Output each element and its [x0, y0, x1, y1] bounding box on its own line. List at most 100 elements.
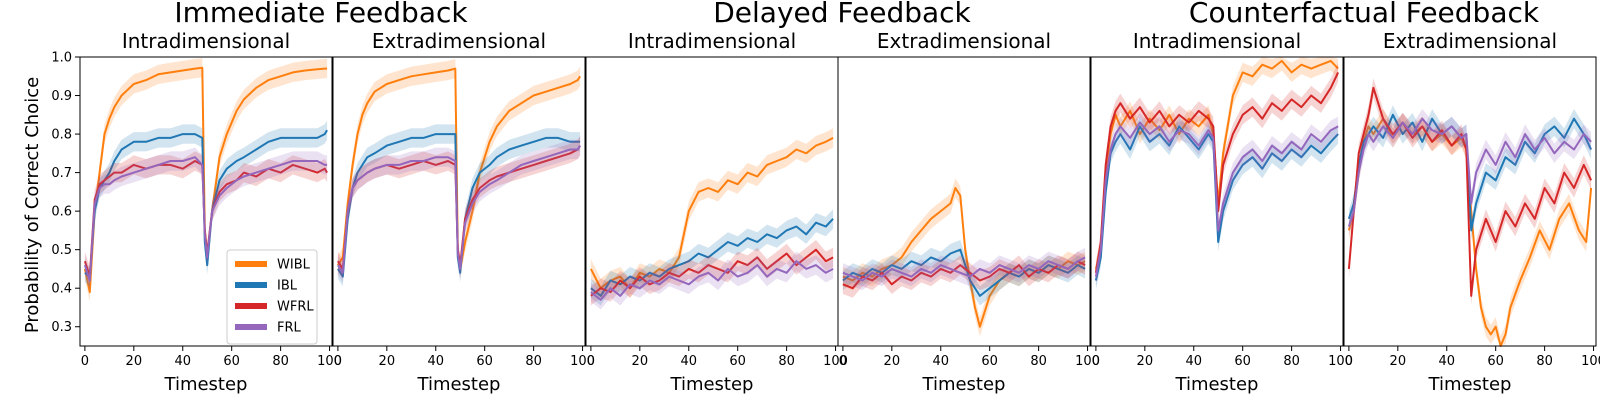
x-tick-label: 100 — [317, 354, 342, 369]
x-tick-label: 60 — [729, 354, 746, 369]
panel-title: Intradimensional — [122, 29, 290, 53]
x-tick-label: 20 — [126, 354, 143, 369]
series-line-IBL — [842, 248, 1086, 297]
x-tick-label: 0 — [839, 354, 847, 369]
x-tick-label: 80 — [272, 354, 289, 369]
x-tick-label: 20 — [632, 354, 649, 369]
series-band-WFRL — [337, 136, 581, 279]
x-tick-label: 20 — [884, 354, 901, 369]
group-title-delayed: Delayed Feedback — [713, 0, 971, 29]
x-tick-label: 0 — [334, 354, 342, 369]
x-tick-label: 100 — [1581, 354, 1600, 369]
x-axis-label: Timestep — [1428, 374, 1512, 395]
x-axis-label: Timestep — [922, 374, 1006, 395]
x-tick-label: 60 — [223, 354, 240, 369]
panel-frame — [837, 56, 1091, 347]
x-axis-label: Timestep — [417, 374, 501, 395]
series-band-FRL — [1348, 109, 1592, 237]
x-tick-label: 20 — [1390, 354, 1407, 369]
legend-label-WIBL: WIBL — [277, 258, 311, 273]
series-line-FRL — [1094, 121, 1339, 277]
x-tick-label: 20 — [379, 354, 396, 369]
x-axis-label: Timestep — [1175, 374, 1259, 395]
series-band-IBL — [337, 124, 581, 287]
y-tick-label: 0.9 — [51, 89, 72, 104]
y-tick-label: 0.7 — [51, 166, 72, 181]
series-line-FRL — [83, 156, 328, 282]
x-tick-label: 40 — [932, 354, 949, 369]
panel-1: Extradimensional 0 20 40 60 80 100 Timestep — [332, 29, 595, 395]
series-band-WIBL — [1095, 57, 1339, 279]
panel-frame — [1343, 56, 1597, 347]
y-axis-label: Probability of Correct Choice — [22, 77, 43, 333]
x-tick-label: 40 — [427, 354, 444, 369]
series-line-IBL — [590, 218, 834, 297]
series-line-FRL — [337, 145, 581, 274]
panel-title: Extradimensional — [877, 29, 1051, 53]
y-tick-label: 0.8 — [51, 128, 72, 143]
panel-4: Intradimensional 0 20 40 60 80 100 Timestep — [1090, 29, 1353, 395]
series-band-WIBL — [337, 58, 581, 279]
panel-frame — [585, 56, 839, 347]
series-band-WFRL — [84, 151, 328, 287]
panels: Intradimensional 0 20 40 60 80 100 Timestep 0.3 0… — [51, 29, 1600, 395]
series-line-WIBL — [1347, 117, 1593, 347]
series-line-WFRL — [1347, 86, 1593, 297]
x-tick-label: 0 — [81, 354, 89, 369]
x-axis-label: Timestep — [164, 374, 248, 395]
series-line-IBL — [1094, 125, 1339, 281]
series-band-WFRL — [1348, 78, 1592, 306]
y-tick-label: 0.4 — [51, 282, 72, 297]
x-tick-label: 60 — [1234, 354, 1251, 369]
x-tick-label: 40 — [680, 354, 697, 369]
x-tick-label: 20 — [1137, 354, 1154, 369]
x-axis-label: Timestep — [670, 374, 754, 395]
x-tick-label: 0 — [587, 354, 595, 369]
panel-frame — [79, 56, 333, 347]
x-tick-label: 40 — [1438, 354, 1455, 369]
x-tick-label: 60 — [1487, 354, 1504, 369]
group-title-immediate: Immediate Feedback — [174, 0, 468, 29]
panel-5: Extradimensional 0 20 40 60 80 100 Timestep — [1343, 29, 1600, 395]
x-tick-label: 0 — [1345, 354, 1353, 369]
series-band-FRL — [337, 136, 581, 283]
panel-title: Intradimensional — [628, 29, 796, 53]
x-tick-label: 100 — [1328, 354, 1353, 369]
group-titles: Immediate Feedback Delayed Feedback Coun… — [174, 0, 1539, 29]
x-tick-label: 80 — [1536, 354, 1553, 369]
x-tick-label: 80 — [1030, 354, 1047, 369]
panel-title: Intradimensional — [1133, 29, 1301, 53]
y-tick-label: 1.0 — [51, 51, 72, 66]
x-tick-label: 80 — [778, 354, 795, 369]
legend: WIBL IBL WFRL FRL — [226, 249, 318, 345]
x-tick-label: 80 — [525, 354, 542, 369]
panel-title: Extradimensional — [372, 29, 546, 53]
group-title-counterfactual: Counterfactual Feedback — [1189, 0, 1540, 29]
panel-frame — [332, 56, 586, 347]
series-band-WFRL — [1095, 62, 1339, 283]
x-tick-label: 60 — [476, 354, 493, 369]
panel-title: Extradimensional — [1383, 29, 1557, 53]
x-tick-label: 100 — [570, 354, 595, 369]
series-band-WFRL — [590, 240, 834, 306]
y-tick-label: 0.5 — [51, 243, 72, 258]
x-tick-label: 80 — [1283, 354, 1300, 369]
series-band-FRL — [590, 251, 834, 310]
series-line-WIBL — [1094, 59, 1339, 270]
series-band-WIBL — [590, 128, 834, 298]
x-tick-label: 0 — [1092, 354, 1100, 369]
x-tick-label: 40 — [1185, 354, 1202, 369]
series-band-FRL — [842, 247, 1086, 291]
panel-2: Intradimensional 0 20 40 60 80 100 Timestep — [585, 29, 848, 395]
series-band-WIBL — [842, 178, 1086, 337]
panel-0: Intradimensional 0 20 40 60 80 100 Timestep 0.3 0… — [51, 29, 342, 395]
y-tick-label: 0.3 — [51, 320, 72, 335]
panel-frame — [1090, 56, 1344, 347]
legend-box — [226, 249, 318, 345]
series-band-IBL — [1095, 116, 1339, 291]
x-tick-label: 40 — [174, 354, 191, 369]
series-line-WFRL — [1094, 71, 1340, 273]
series-line-FRL — [590, 260, 834, 301]
series-band-IBL — [1348, 105, 1592, 240]
